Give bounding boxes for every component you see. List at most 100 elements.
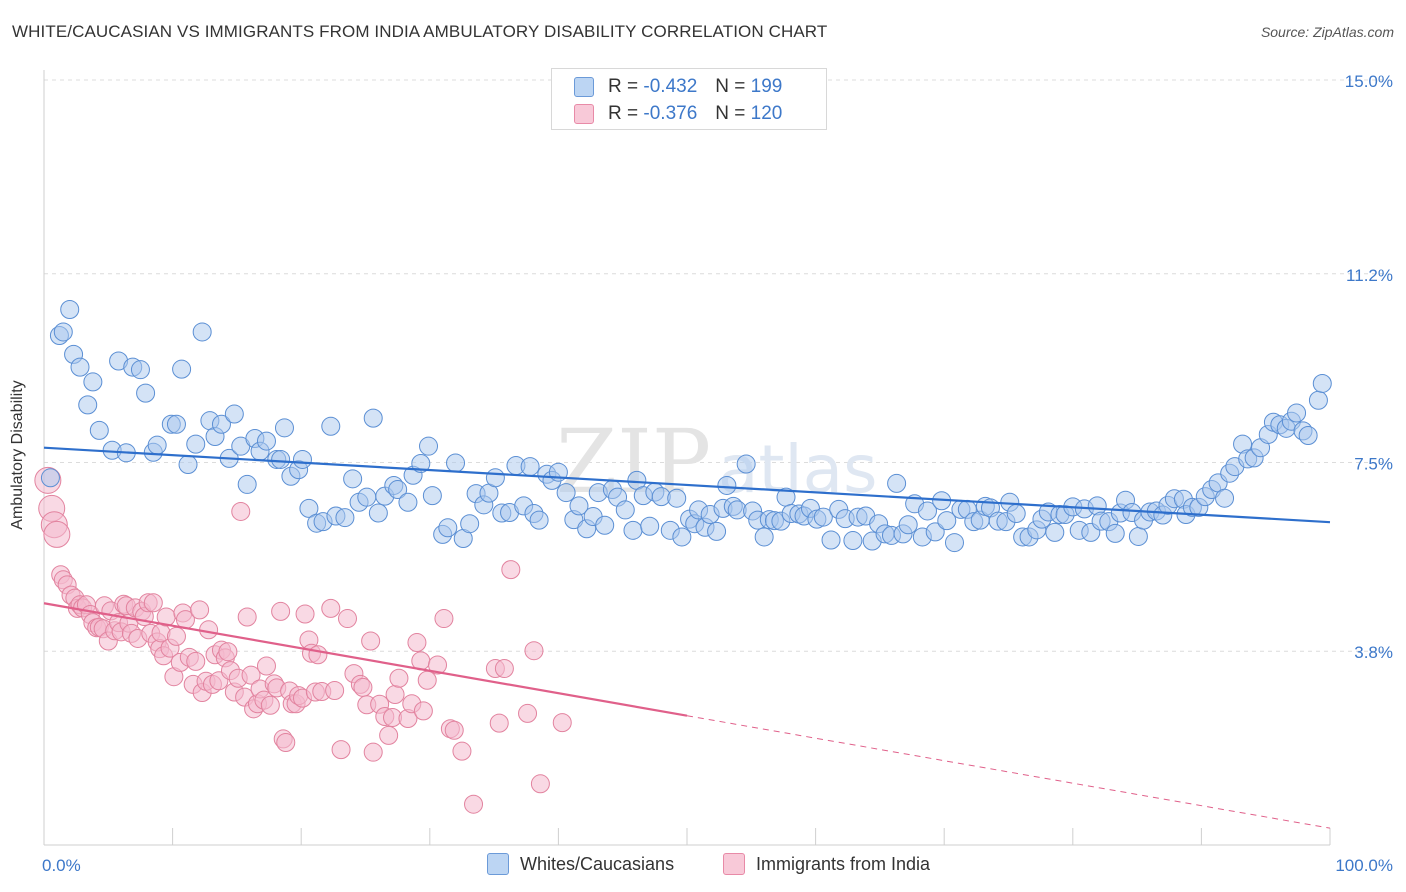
whites-point: [388, 480, 408, 500]
legend-r-value-whites: -0.432: [643, 76, 698, 97]
whites-point: [299, 498, 319, 518]
whites-point: [398, 492, 418, 512]
whites-point: [485, 468, 505, 488]
india-point: [524, 641, 544, 661]
india-point: [407, 633, 427, 653]
axes: [43, 70, 1331, 846]
whites-point: [419, 436, 439, 456]
whites-point: [136, 383, 156, 403]
whites-point: [821, 530, 841, 550]
whites-point: [529, 510, 549, 530]
india-point: [256, 656, 276, 676]
whites-point: [667, 488, 687, 508]
bottom-legend-swatch-blue: [487, 853, 509, 875]
india-point: [361, 631, 381, 651]
x-tick-label-min: 0.0%: [42, 856, 81, 875]
whites-point: [70, 357, 90, 377]
india-point: [428, 655, 448, 675]
whites-point: [623, 520, 643, 540]
india-point: [552, 713, 572, 733]
whites-point: [130, 360, 150, 380]
india-point: [337, 609, 357, 629]
whites-point: [944, 533, 964, 553]
legend-row-india: R = -0.376 N = 120: [574, 102, 782, 126]
whites-point: [1298, 425, 1318, 445]
india-point: [166, 626, 186, 646]
india-point: [489, 713, 509, 733]
whites-point: [736, 454, 756, 474]
whites-point: [1128, 526, 1148, 546]
legend-r-label: R =: [608, 76, 639, 97]
whites-point: [60, 300, 80, 319]
whites-point: [813, 507, 833, 527]
whites-point: [274, 418, 294, 438]
series-immigrants-from-india: [34, 466, 572, 814]
india-point: [231, 501, 251, 521]
whites-point: [438, 518, 458, 538]
whites-point: [843, 531, 863, 551]
legend-n-label: N =: [715, 103, 746, 124]
whites-point: [363, 408, 383, 428]
whites-point: [321, 416, 341, 436]
india-point: [237, 607, 257, 627]
india-trend-line: [43, 602, 688, 717]
india-point: [199, 620, 219, 640]
whites-point: [78, 395, 98, 415]
whites-point: [1215, 488, 1235, 508]
whites-point: [1308, 390, 1328, 410]
india-point: [308, 645, 328, 665]
bottom-legend-label-india: Immigrants from India: [756, 853, 931, 874]
legend-r-value-india: -0.376: [643, 103, 698, 124]
whites-point: [640, 516, 660, 536]
whites-point: [186, 434, 206, 454]
legend-n-value-whites: 199: [750, 76, 783, 97]
india-point: [190, 600, 210, 620]
x-tick-label-max: 100.0%: [1335, 856, 1393, 875]
india-point: [260, 695, 280, 715]
whites-point: [887, 473, 907, 493]
india-point: [389, 668, 409, 688]
bottom-legend-whites: Whites/Caucasians: [487, 852, 674, 876]
whites-point: [754, 527, 774, 547]
whites-point: [672, 527, 692, 547]
india-point: [452, 741, 472, 761]
india-point: [43, 520, 71, 548]
whites-point: [1312, 373, 1332, 393]
whites-point: [1105, 523, 1125, 543]
bottom-legend-label-whites: Whites/Caucasians: [520, 853, 675, 874]
india-point: [325, 680, 345, 700]
whites-point: [83, 372, 103, 392]
whites-point: [569, 496, 589, 516]
india-point: [385, 685, 405, 705]
y-tick-label: 15.0%: [1345, 72, 1393, 91]
y-tick-label: 7.5%: [1354, 455, 1393, 474]
whites-point: [89, 420, 109, 440]
whites-point: [917, 501, 937, 521]
india-point: [143, 593, 163, 613]
legend-n-label: N =: [715, 76, 746, 97]
whites-point: [368, 503, 388, 523]
whites-point: [937, 511, 957, 531]
whites-point: [224, 404, 244, 424]
india-point: [353, 677, 373, 697]
legend-swatch-blue: [574, 77, 594, 97]
whites-point: [172, 359, 192, 379]
legend-r-label: R =: [608, 103, 639, 124]
india-point: [321, 598, 341, 618]
whites-point: [271, 449, 291, 469]
whites-point: [595, 515, 615, 535]
whites-point: [556, 483, 576, 503]
whites-point: [520, 457, 540, 477]
whites-point: [192, 322, 212, 342]
whites-point: [1006, 504, 1026, 523]
tick-labels: 3.8% 7.5% 11.2% 15.0% 0.0% 100.0%: [42, 72, 1393, 875]
whites-point: [615, 500, 635, 520]
whites-point: [411, 454, 431, 474]
legend-row-whites: R = -0.432 N = 199: [574, 75, 782, 99]
legend-n-value-india: 120: [750, 103, 783, 124]
whites-trend-line: [43, 446, 1331, 524]
whites-point: [422, 486, 442, 506]
india-point: [295, 604, 315, 624]
source-label: Source: ZipAtlas.com: [1260, 24, 1394, 40]
india-point: [518, 703, 538, 723]
